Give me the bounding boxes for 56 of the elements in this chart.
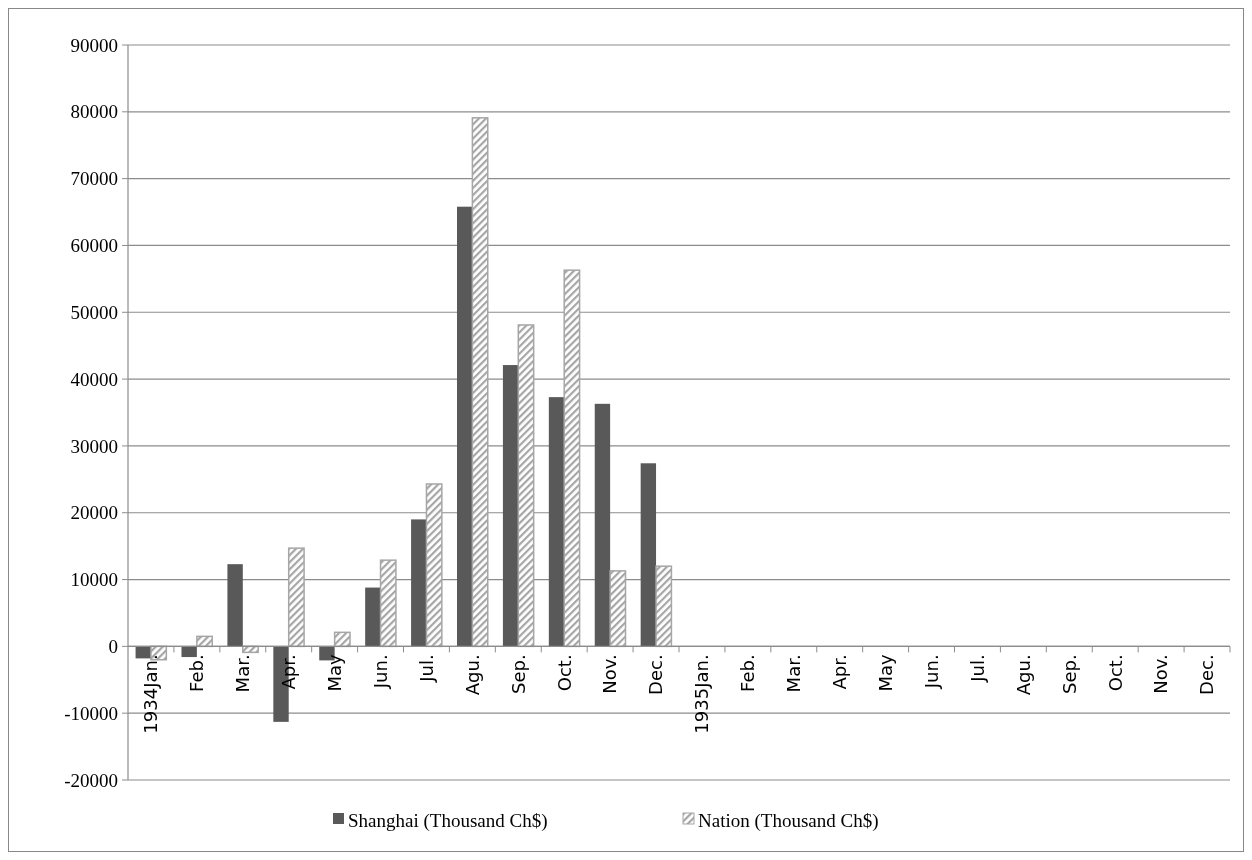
bar [456,206,473,647]
bar [287,547,305,648]
x-tick-label: Oct. [1104,654,1126,692]
x-tick-label: Feb. [186,654,208,692]
x-tick-label: Jun. [369,654,391,690]
y-tick-label: 60000 [70,235,118,257]
bar [425,483,443,648]
bar [411,519,427,647]
bar [609,570,627,648]
x-tick-label: Mar. [783,654,805,693]
bar [227,564,243,647]
bar [333,631,351,648]
x-tick-label: Jul. [966,654,988,683]
x-tick-label: Sep. [507,654,529,695]
y-tick-label: -20000 [64,769,118,791]
y-tick-label: 90000 [70,34,118,56]
x-tick-label: Sep. [1058,654,1080,695]
x-tick-label: Mar. [232,654,254,693]
x-tick-label: Agu. [461,654,483,696]
bar [517,324,535,648]
y-tick-label: 80000 [70,101,118,123]
bar [594,403,611,647]
x-tick-label: Dec. [1196,654,1218,695]
y-tick-label: -10000 [64,702,118,724]
bar [502,365,519,647]
bar [548,397,565,647]
bar [365,587,381,647]
y-tick-label: 70000 [70,168,118,190]
x-tick-label: Apr. [829,654,851,690]
x-tick-label: May [323,654,345,692]
bar [471,117,489,648]
x-tick-label: Nov. [1150,654,1172,694]
y-tick-label: 50000 [70,301,118,323]
x-tick-label: Nov. [599,654,621,694]
x-tick-label: Apr. [278,654,300,690]
y-tick-label: 10000 [70,569,118,591]
bar [655,565,673,648]
x-tick-label: Jul. [415,654,437,683]
x-tick-label: Agu. [1012,654,1034,696]
x-tick-label: Feb. [737,654,759,692]
x-tick-label: Oct. [553,654,575,692]
y-tick-label: 20000 [70,502,118,524]
bar [379,559,397,648]
bar [563,269,581,648]
x-tick-label: 1934Jan. [140,654,162,734]
x-tick-label: May [874,654,896,692]
bar [181,646,197,658]
bar [640,463,657,647]
legend-label: Nation (Thousand Ch$) [698,809,879,832]
x-tick-label: Jun. [920,654,942,690]
legend-label: Shanghai (Thousand Ch$) [348,809,548,832]
x-tick-label: Dec. [645,654,667,695]
y-tick-label: 40000 [70,368,118,390]
y-tick-label: 30000 [70,435,118,457]
y-tick-label: 0 [108,636,118,658]
x-tick-label: 1935Jan. [691,654,713,734]
